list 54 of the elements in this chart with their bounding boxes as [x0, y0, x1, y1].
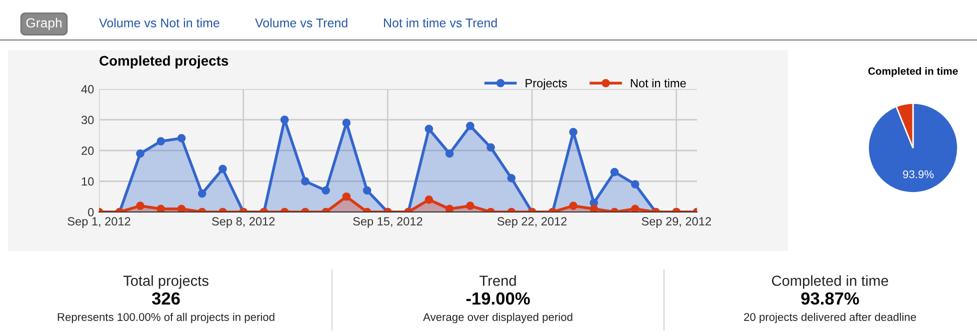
x-tick-label: Sep 15, 2012: [353, 217, 422, 228]
text: -19.00%: [466, 292, 530, 305]
point: [630, 204, 640, 212]
point: [362, 186, 372, 195]
point: [630, 180, 640, 188]
point: [507, 174, 516, 182]
text: Volume vs Trend: [255, 18, 348, 28]
point: [569, 128, 578, 136]
y-tick-label: 20: [82, 146, 94, 155]
point: [342, 118, 351, 127]
y-tick-label: 40: [81, 85, 94, 94]
point: [136, 149, 144, 158]
text: Not im time vs Trend: [384, 18, 497, 28]
text: Volume vs Not in time: [99, 18, 220, 28]
legend-label: Not in time: [630, 78, 686, 88]
data-label: 93.9%: [903, 170, 934, 178]
x-tick-label: Sep 8, 2012: [212, 217, 275, 228]
point: [466, 122, 474, 130]
text: Completed in time: [772, 275, 888, 289]
point: [342, 192, 351, 201]
point: [322, 186, 330, 195]
chart-title: Completed in time: [868, 67, 958, 77]
x-tick-label: Sep 29, 2012: [642, 217, 711, 228]
text: Total projects: [123, 275, 208, 289]
legend-label: Projects: [526, 78, 567, 90]
y-tick-label: 30: [81, 116, 94, 124]
point: [445, 149, 454, 158]
point: [590, 204, 598, 212]
x-tick-label: Sep 22, 2012: [497, 217, 567, 228]
point: [486, 143, 495, 152]
point: [177, 204, 186, 212]
point: [218, 164, 227, 174]
text: 20 projects delivered after deadline: [744, 312, 916, 324]
point: [198, 189, 206, 198]
point: [177, 134, 186, 142]
point: [156, 204, 166, 212]
point: [424, 196, 434, 204]
text: Average over displayed period: [423, 312, 572, 324]
x-tick-label: Sep 1, 2012: [68, 217, 130, 228]
chart-title: Completed projects: [100, 56, 228, 68]
y-tick-label: 0: [88, 208, 94, 216]
point: [424, 124, 434, 134]
point: [610, 168, 619, 176]
text: Trend: [480, 275, 516, 286]
text: 93.87%: [801, 292, 859, 305]
text: Represents 100.00% of all projects in period: [58, 312, 274, 324]
text: 326: [152, 292, 180, 305]
point: [301, 177, 310, 186]
text: Graph: [26, 18, 62, 30]
pie-slice: [868, 102, 958, 194]
point: [445, 204, 454, 212]
y-tick-label: 10: [82, 177, 94, 186]
point: [156, 137, 166, 146]
point: [280, 116, 289, 124]
